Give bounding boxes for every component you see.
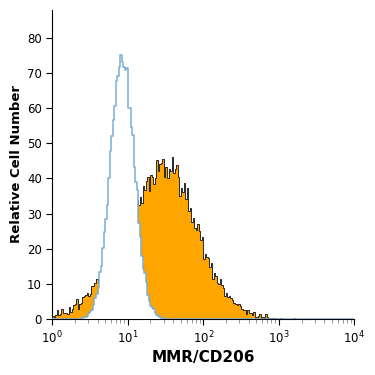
X-axis label: MMR/CD206: MMR/CD206: [152, 350, 255, 365]
Y-axis label: Relative Cell Number: Relative Cell Number: [10, 86, 23, 243]
